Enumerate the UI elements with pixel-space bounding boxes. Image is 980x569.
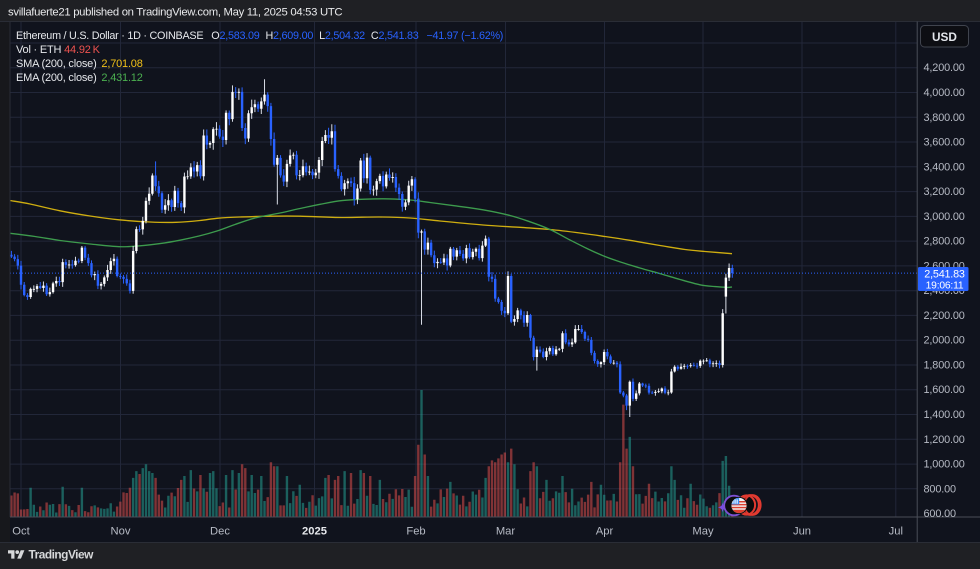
svg-text:svillafuerte21 published on Tr: svillafuerte21 published on TradingView.… xyxy=(8,7,342,19)
svg-text:2,000.00: 2,000.00 xyxy=(924,335,965,347)
svg-text:2,200.00: 2,200.00 xyxy=(924,310,965,322)
svg-text:19:06:11: 19:06:11 xyxy=(926,281,964,292)
svg-text:1,200.00: 1,200.00 xyxy=(924,434,965,446)
svg-text:4,200.00: 4,200.00 xyxy=(924,62,965,74)
svg-text:Apr: Apr xyxy=(596,526,614,538)
svg-text:3,800.00: 3,800.00 xyxy=(924,112,965,124)
svg-text:3,600.00: 3,600.00 xyxy=(924,137,965,149)
svg-text:3,400.00: 3,400.00 xyxy=(924,161,965,173)
svg-text:Mar: Mar xyxy=(496,526,516,538)
svg-text:3,000.00: 3,000.00 xyxy=(924,211,965,223)
svg-text:2,800.00: 2,800.00 xyxy=(924,236,965,248)
svg-text:600.00: 600.00 xyxy=(924,508,957,520)
svg-text:Jun: Jun xyxy=(793,526,811,538)
svg-text:1,400.00: 1,400.00 xyxy=(924,409,965,421)
svg-text:4,000.00: 4,000.00 xyxy=(924,87,965,99)
svg-text:Oct: Oct xyxy=(12,526,30,538)
svg-text:USD: USD xyxy=(932,30,957,44)
svg-text:3,200.00: 3,200.00 xyxy=(924,186,965,198)
svg-text:SMA (200, close) 2,701.08: SMA (200, close) 2,701.08 xyxy=(16,58,143,70)
svg-text:Dec: Dec xyxy=(210,526,230,538)
svg-text:May: May xyxy=(692,526,714,538)
svg-text:Jul: Jul xyxy=(889,526,903,538)
svg-text:EMA (200, close) 2,431.12: EMA (200, close) 2,431.12 xyxy=(16,72,143,84)
svg-text:TradingView: TradingView xyxy=(29,548,95,562)
svg-text:2,541.83: 2,541.83 xyxy=(924,269,965,281)
svg-text:Nov: Nov xyxy=(111,526,131,538)
svg-text:1,800.00: 1,800.00 xyxy=(924,360,965,372)
svg-text:1,600.00: 1,600.00 xyxy=(924,384,965,396)
svg-text:Ethereum / U.S. Dollar · 1D ·: Ethereum / U.S. Dollar · 1D · COINBASE O2… xyxy=(16,30,503,42)
svg-text:Vol · ETH 44.92 K: Vol · ETH 44.92 K xyxy=(16,44,101,56)
svg-text:Feb: Feb xyxy=(406,526,425,538)
svg-text:1,000.00: 1,000.00 xyxy=(924,459,965,471)
svg-text:2025: 2025 xyxy=(302,526,327,538)
svg-text:800.00: 800.00 xyxy=(924,483,957,495)
